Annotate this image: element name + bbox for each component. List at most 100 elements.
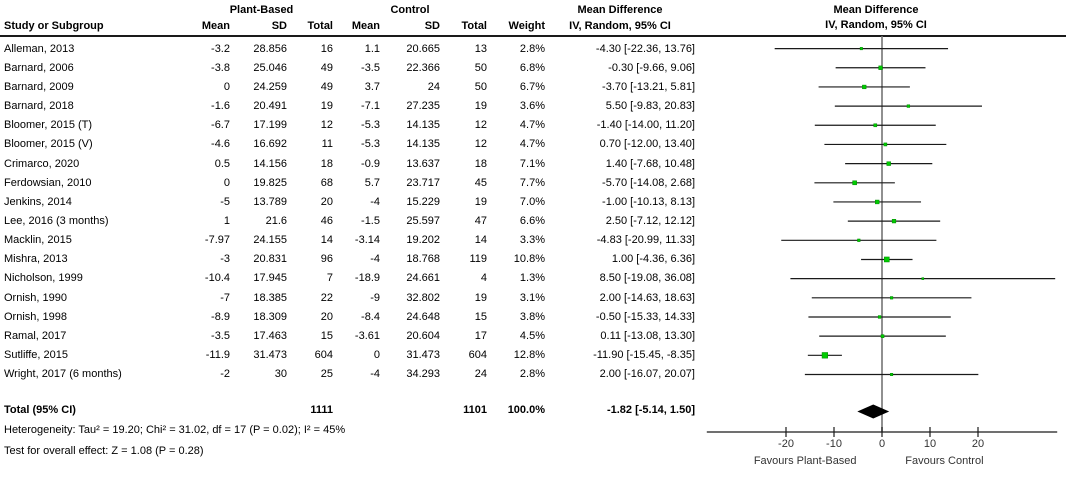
cell-control-sd: 34.293 bbox=[406, 368, 440, 381]
axis-tick-label: 10 bbox=[924, 438, 936, 450]
cell-weight: 6.8% bbox=[519, 61, 545, 74]
group-header-plant-based: Plant-Based bbox=[229, 4, 294, 16]
effect-marker bbox=[886, 161, 891, 166]
cell-plant-total: 22 bbox=[320, 291, 333, 304]
cell-weight: 7.1% bbox=[519, 157, 545, 170]
col-header-control-total: Total bbox=[461, 20, 487, 32]
cell-plant-total: 49 bbox=[320, 80, 333, 93]
cell-plant-sd: 24.155 bbox=[253, 234, 287, 247]
cell-control-mean: -8.4 bbox=[361, 310, 380, 323]
cell-study-name: Jenkins, 2014 bbox=[4, 195, 72, 208]
cell-weight: 4.7% bbox=[519, 119, 545, 132]
cell-control-mean: -7.1 bbox=[361, 100, 380, 113]
cell-control-sd: 23.717 bbox=[406, 176, 440, 189]
total-plant-n: 1111 bbox=[310, 404, 333, 416]
total-row: Total (95% CI) 1111 1101 100.0% -1.82 [-… bbox=[0, 401, 695, 420]
cell-study-name: Alleman, 2013 bbox=[4, 42, 75, 55]
cell-md-ci: -5.70 [-14.08, 2.68] bbox=[602, 176, 695, 189]
total-plant-sd bbox=[230, 401, 287, 420]
cell-control-sd: 14.135 bbox=[406, 119, 440, 132]
total-ci: -1.82 [-5.14, 1.50] bbox=[606, 404, 695, 416]
cell-study-name: Lee, 2016 (3 months) bbox=[4, 214, 109, 227]
favours-left-label: Favours Plant-Based bbox=[754, 455, 857, 467]
cell-control-sd: 22.366 bbox=[406, 61, 440, 74]
cell-plant-sd: 20.831 bbox=[253, 253, 287, 266]
axis-tick-label: -10 bbox=[826, 438, 842, 450]
header-divider-rule bbox=[0, 35, 1066, 37]
cell-plant-sd: 30 bbox=[274, 368, 287, 381]
effect-marker bbox=[891, 219, 897, 224]
cell-plant-mean: -7 bbox=[220, 291, 230, 304]
col-header-weight: Weight bbox=[508, 20, 545, 32]
col-header-plant-total: Total bbox=[307, 20, 333, 32]
cell-md-ci: 1.00 [-4.36, 6.36] bbox=[611, 253, 695, 266]
effect-marker bbox=[890, 373, 894, 376]
cell-study-name: Ornish, 1990 bbox=[4, 291, 67, 304]
cell-control-mean: -3.61 bbox=[354, 329, 380, 342]
cell-plant-total: 7 bbox=[326, 272, 333, 285]
cell-weight: 4.5% bbox=[519, 329, 545, 342]
cell-plant-total: 18 bbox=[320, 157, 333, 170]
cell-md-ci: 5.50 [-9.83, 20.83] bbox=[605, 100, 695, 113]
cell-control-total: 13 bbox=[474, 42, 487, 55]
cell-weight: 3.1% bbox=[519, 291, 545, 304]
cell-weight: 6.7% bbox=[519, 80, 545, 93]
cell-control-mean: -18.9 bbox=[354, 272, 380, 285]
overall-effect-text: Test for overall effect: Z = 1.08 (P = 0… bbox=[4, 445, 204, 457]
cell-plant-total: 20 bbox=[320, 195, 333, 208]
effect-marker bbox=[875, 199, 880, 205]
cell-plant-total: 14 bbox=[320, 234, 333, 247]
effect-marker bbox=[821, 352, 828, 359]
effect-marker bbox=[873, 123, 878, 128]
effect-marker bbox=[877, 315, 882, 319]
axis-tick-label: 0 bbox=[879, 438, 885, 450]
cell-study-name: Barnard, 2006 bbox=[4, 61, 74, 74]
effect-marker bbox=[862, 84, 867, 90]
total-control-n: 1101 bbox=[463, 404, 487, 416]
cell-control-total: 12 bbox=[474, 138, 487, 151]
cell-control-total: 50 bbox=[474, 80, 487, 93]
forest-plot-svg: -20 -10 0 10 20 Favours Plant-Based Favours Co… bbox=[706, 36, 1058, 467]
cell-plant-sd: 18.385 bbox=[253, 291, 287, 304]
cell-control-sd: 15.229 bbox=[406, 195, 440, 208]
cell-plant-mean: -11.9 bbox=[205, 349, 230, 362]
cell-control-mean: -4 bbox=[370, 368, 380, 381]
cell-weight: 1.3% bbox=[519, 272, 545, 285]
cell-plant-sd: 16.692 bbox=[253, 138, 287, 151]
study-rows: Alleman, 2013 -3.2 28.856 16 1.1 20.665 13 2.8%… bbox=[0, 39, 695, 384]
cell-control-sd: 25.597 bbox=[406, 214, 440, 227]
effect-marker bbox=[921, 277, 925, 280]
cell-plant-mean: -7.97 bbox=[204, 234, 230, 247]
cell-md-ci: -3.70 [-13.21, 5.81] bbox=[602, 80, 695, 93]
cell-study-name: Bloomer, 2015 (T) bbox=[4, 119, 93, 132]
effect-marker bbox=[883, 142, 888, 147]
cell-control-sd: 18.768 bbox=[406, 253, 440, 266]
cell-plant-total: 20 bbox=[320, 310, 333, 323]
cell-control-total: 45 bbox=[474, 176, 487, 189]
col-header-plant-mean: Mean bbox=[201, 20, 230, 32]
cell-plant-mean: -6.7 bbox=[211, 119, 230, 132]
cell-control-mean: 5.7 bbox=[364, 176, 380, 189]
cell-weight: 3.8% bbox=[519, 310, 545, 323]
cell-plant-total: 46 bbox=[320, 214, 333, 227]
cell-control-mean: -0.9 bbox=[361, 157, 380, 170]
cell-control-mean: 3.7 bbox=[364, 80, 380, 93]
cell-control-mean: -3.14 bbox=[354, 234, 380, 247]
cell-plant-sd: 19.825 bbox=[253, 176, 287, 189]
plot-header-line1: Mean Difference bbox=[833, 4, 919, 16]
col-header-plant-sd: SD bbox=[271, 20, 287, 32]
cell-plant-mean: -8.9 bbox=[211, 310, 230, 323]
cell-plant-sd: 17.945 bbox=[253, 272, 287, 285]
cell-plant-total: 68 bbox=[320, 176, 333, 189]
cell-control-total: 47 bbox=[474, 214, 487, 227]
cell-plant-total: 19 bbox=[320, 100, 333, 113]
cell-plant-mean: 1 bbox=[223, 214, 230, 227]
cell-weight: 2.8% bbox=[519, 368, 545, 381]
cell-plant-sd: 14.156 bbox=[253, 157, 287, 170]
cell-control-total: 604 bbox=[468, 349, 487, 362]
cell-control-sd: 24 bbox=[427, 80, 440, 93]
cell-plant-mean: -2 bbox=[220, 368, 230, 381]
cell-plant-mean: -4.6 bbox=[211, 138, 230, 151]
group-header-control: Control bbox=[390, 4, 430, 16]
cell-plant-mean: 0.5 bbox=[214, 157, 230, 170]
